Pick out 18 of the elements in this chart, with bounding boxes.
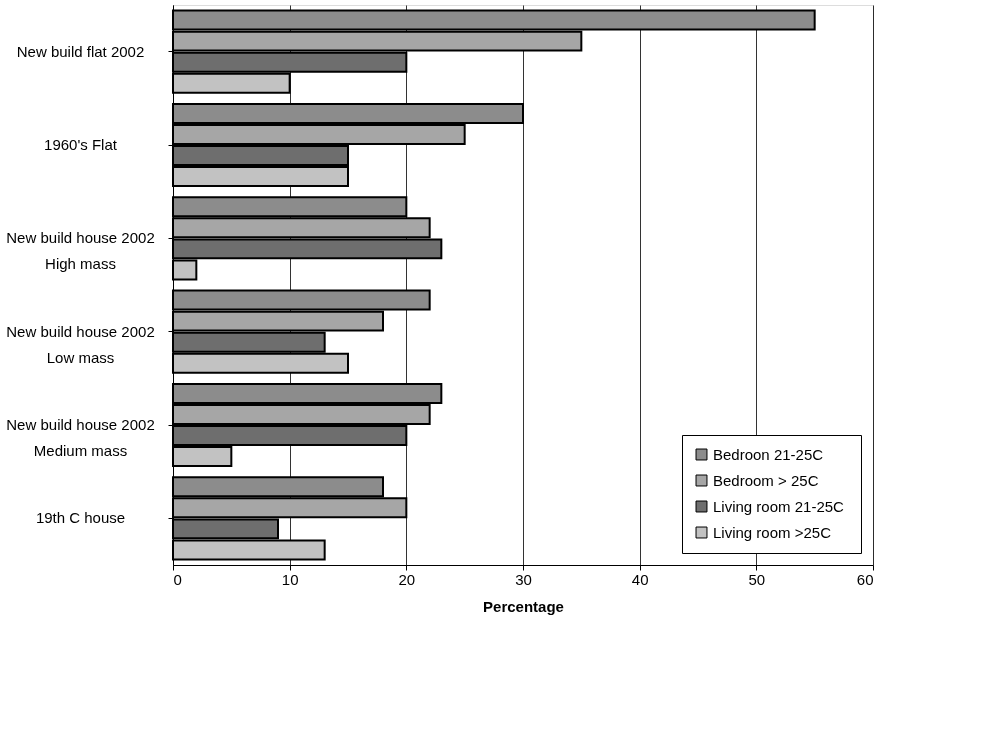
legend-label: Living room 21-25C xyxy=(713,497,845,515)
y-tick-label: New build house 2002 High mass xyxy=(6,229,155,273)
x-tick-label: 10 xyxy=(281,570,299,588)
y-tick-label: New build house 2002 Medium mass xyxy=(6,416,155,459)
x-tick-label: 20 xyxy=(398,570,416,588)
legend-label: Bedroon 21-25C xyxy=(713,445,824,463)
x-tick-label: 60 xyxy=(856,570,874,588)
x-tick-label: 0 xyxy=(173,570,182,588)
y-tick-label: New build flat 2002 xyxy=(16,42,145,60)
y-tick-label: 1960's Flat xyxy=(44,136,118,153)
legend-label: Bedroom > 25C xyxy=(713,471,819,489)
y-tick-label: New build house 2002 Low mass xyxy=(6,322,155,366)
x-tick-label: 40 xyxy=(631,570,649,588)
y-tick-label: 19th C house xyxy=(35,509,126,527)
x-tick-label: 30 xyxy=(515,570,532,588)
x-tick-label: 50 xyxy=(748,570,766,588)
x-axis-title: Percentage xyxy=(483,597,564,615)
legend-label: Living room >25C xyxy=(713,523,832,541)
